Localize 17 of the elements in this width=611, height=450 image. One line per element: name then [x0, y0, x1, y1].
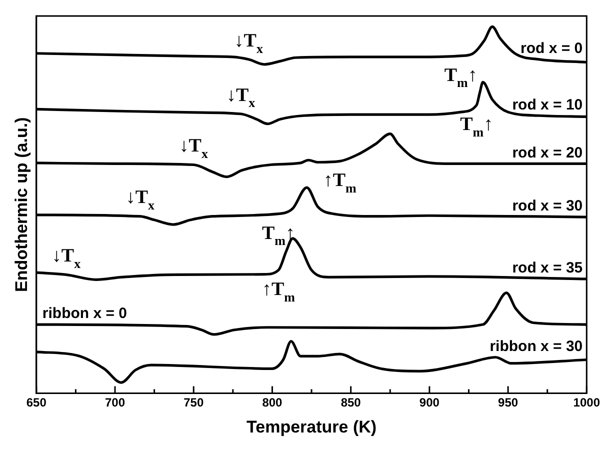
- series-label: ribbon x = 30: [490, 338, 583, 355]
- x-tick-label: 700: [104, 396, 126, 410]
- x-axis-title: Temperature (K): [246, 417, 377, 436]
- x-tick-label: 950: [498, 396, 518, 410]
- x-tick-label: 650: [26, 396, 47, 410]
- series-label: rod x = 35: [512, 260, 583, 277]
- x-tick-label: 800: [262, 396, 283, 410]
- x-tick-label: 850: [340, 396, 362, 410]
- series-label: rod x = 10: [512, 96, 583, 114]
- series-label: rod x = 0: [520, 40, 583, 58]
- y-axis-title: Endothermic up (a.u.): [12, 117, 31, 292]
- x-tick-label: 900: [419, 396, 440, 410]
- x-tick-label: 1000: [573, 396, 600, 410]
- series-label: rod x = 30: [512, 198, 583, 215]
- series-label: ribbon x = 0: [42, 305, 128, 322]
- x-tick-label: 750: [184, 396, 204, 410]
- series-label: rod x = 20: [512, 144, 583, 162]
